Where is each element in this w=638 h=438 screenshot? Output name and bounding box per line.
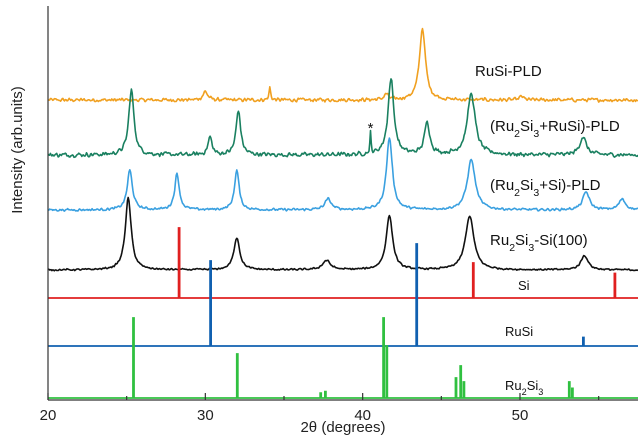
series-label-4: Si: [518, 278, 530, 293]
reference-pattern-6: [48, 317, 638, 399]
x-ticks: 20 30 40 50: [40, 393, 600, 424]
x-tick-label-2: 40: [354, 407, 371, 424]
x-tick-label-0: 20: [40, 407, 57, 424]
series-label-2: (Ru2Si3+Si)-PLD: [490, 177, 601, 199]
plot-area: [47, 27, 638, 399]
series-line-1: [47, 78, 638, 159]
series-label-5: RuSi: [505, 324, 533, 339]
series-label-6: Ru2Si3: [505, 378, 543, 397]
x-tick-label-3: 50: [512, 407, 529, 424]
axes: [47, 6, 638, 401]
series-line-2: [47, 137, 638, 212]
series-line-0: [47, 27, 638, 103]
reference-pattern-4: [48, 227, 638, 299]
x-axis-label: 2θ (degrees): [300, 419, 385, 436]
annotations: *: [368, 120, 374, 137]
annotation-asterisk: *: [368, 120, 374, 137]
series-label-1: (Ru2Si3+RuSi)-PLD: [490, 118, 620, 140]
y-axis-label: Intensity (arb.units): [9, 86, 26, 214]
series-labels: RuSi-PLD (Ru2Si3+RuSi)-PLD (Ru2Si3+Si)-PLD…: [475, 63, 620, 397]
series-label-0: RuSi-PLD: [475, 63, 542, 80]
reference-pattern-5: [48, 243, 638, 347]
series-label-3: Ru2Si3-Si(100): [490, 232, 588, 254]
x-tick-label-1: 30: [197, 407, 214, 424]
series-line-3: [47, 196, 638, 272]
